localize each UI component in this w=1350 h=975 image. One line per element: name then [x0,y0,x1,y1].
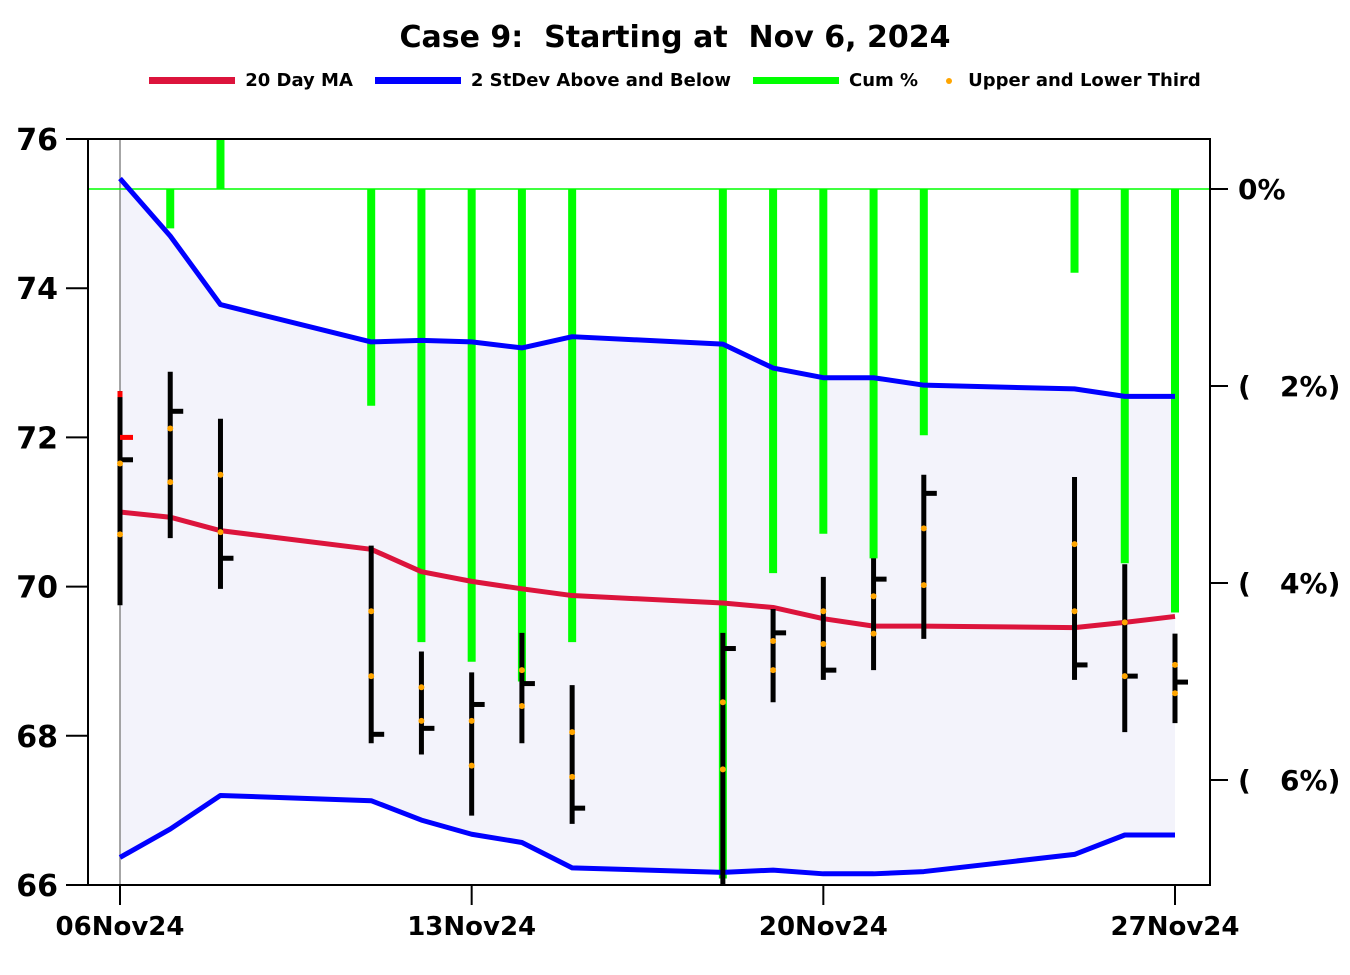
chart-legend: 20 Day MA 2 StDev Above and Below Cum % … [0,70,1350,91]
upper-third-dot [518,667,525,674]
upper-third-dot [1121,619,1128,626]
lower-third-dot [719,766,726,773]
upper-third-dot [217,471,224,478]
lower-third-dot [1121,673,1128,680]
upper-third-dot [820,608,827,615]
legend-swatch-ma [149,77,236,84]
y2-tick-label: ( 4%) [1238,567,1340,600]
lower-third-dot [1172,690,1178,697]
upper-third-dot [569,729,576,736]
upper-third-dot [1172,661,1178,668]
x-tick-label: 27Nov24 [1111,912,1240,942]
lower-third-dot [569,773,576,780]
y-tick-label: 70 [16,571,58,606]
legend-item-cum: Cum % [753,70,918,91]
lower-third-dot [418,717,425,724]
lower-third-dot [870,630,877,637]
legend-label-cum: Cum % [849,70,919,91]
legend-label-bands: 2 StDev Above and Below [470,70,731,91]
chart-title: Case 9: Starting at Nov 6, 2024 [399,20,951,55]
lower-third-dot [368,673,375,680]
legend-item-thirds: Upper and Lower Third [940,70,1201,91]
y-tick-label: 66 [16,869,58,904]
x-tick-label: 13Nov24 [407,912,536,942]
lower-third-dot [1071,608,1078,615]
legend-item-bands: 2 StDev Above and Below [374,70,731,91]
x-tick-label: 06Nov24 [56,912,185,942]
upper-third-dot [719,699,726,706]
y2-tick-label: 0% [1238,173,1286,206]
legend-item-ma: 20 Day MA [149,70,353,91]
legend-swatch-thirds [946,77,953,84]
upper-third-dot [1071,541,1078,548]
band-fill [120,178,1175,874]
plot-frame [87,138,1211,886]
upper-third-dot [117,460,123,467]
legend-swatch-cum [753,77,839,84]
lower-third-dot [117,531,123,538]
upper-band-line [118,176,1175,399]
x-tick-label: 20Nov24 [759,912,888,942]
lower-band-line [118,792,1175,877]
lower-third-dot [518,702,525,709]
upper-third-dot [920,525,927,532]
upper-third-dot [468,717,475,724]
legend-label-ma: 20 Day MA [245,70,353,91]
y2-tick-label: ( 2%) [1238,370,1340,403]
y-tick-label: 74 [16,272,58,307]
lower-third-dot [468,762,475,769]
y-tick-label: 76 [16,123,58,158]
y2-tick-label: ( 6%) [1238,764,1340,797]
lower-third-dot [167,479,174,486]
lower-third-dot [770,667,777,674]
upper-third-dot [870,593,877,600]
upper-third-dot [368,608,375,615]
legend-label-thirds: Upper and Lower Third [968,70,1201,91]
upper-third-dot [167,425,174,432]
upper-third-dot [770,638,777,645]
legend-swatch-bands [374,77,461,84]
y-tick-label: 72 [16,421,58,456]
ma20-line [119,509,1176,631]
lower-third-dot [820,641,827,648]
lower-third-dot [920,582,927,589]
y-tick-label: 68 [16,720,58,755]
lower-third-dot [217,529,224,536]
upper-third-dot [418,684,425,691]
